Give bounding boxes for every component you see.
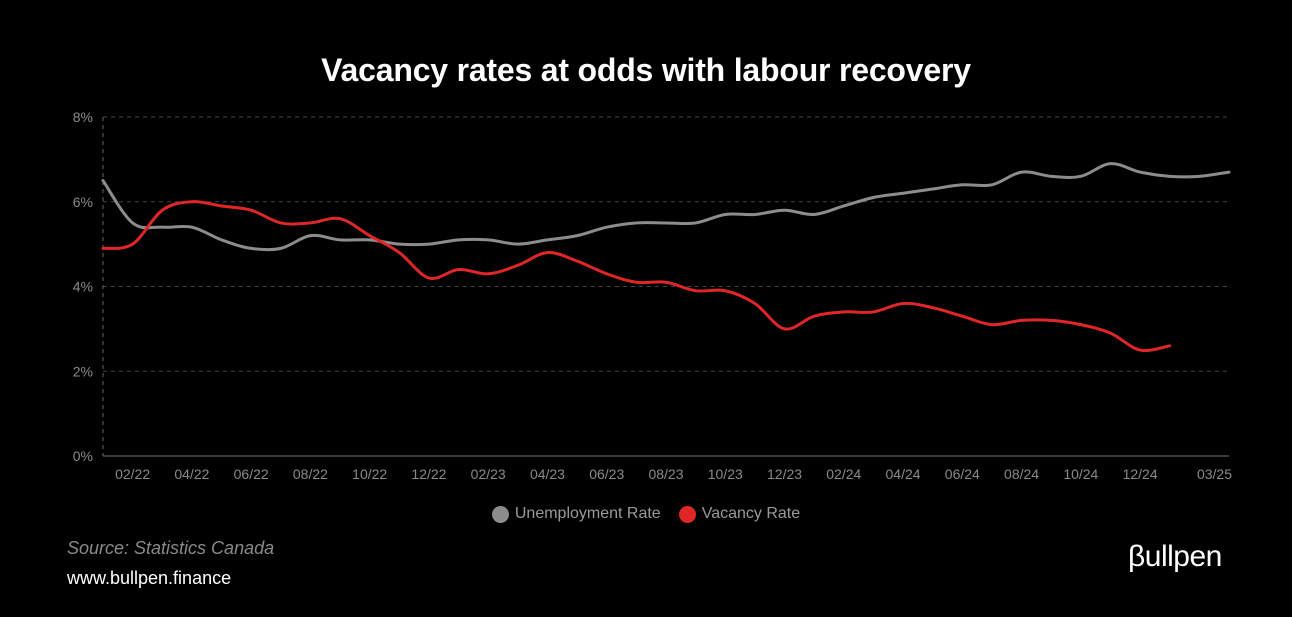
x-tick-label: 08/22 xyxy=(293,466,328,482)
chart-title: Vacancy rates at odds with labour recove… xyxy=(321,52,971,88)
chart-legend: Unemployment Rate Vacancy Rate xyxy=(0,505,1292,523)
legend-label-unemployment: Unemployment Rate xyxy=(514,505,661,522)
x-tick-label: 08/24 xyxy=(1004,466,1039,482)
unemployment-rate-line xyxy=(101,162,1231,252)
x-tick-label: 04/24 xyxy=(886,466,921,482)
legend-marker-vacancy xyxy=(678,505,696,523)
x-tick-label: 10/22 xyxy=(352,466,387,482)
x-tick-label: 02/23 xyxy=(471,466,506,482)
y-tick-label: 8% xyxy=(73,109,93,125)
legend-item-unemployment[interactable]: Unemployment Rate xyxy=(491,505,661,523)
y-tick-label: 2% xyxy=(73,363,93,379)
y-tick-label: 4% xyxy=(73,279,93,295)
x-tick-label: 12/24 xyxy=(1123,466,1158,482)
legend-label-vacancy: Vacancy Rate xyxy=(701,505,801,522)
x-tick-label: 06/22 xyxy=(234,466,269,482)
x-tick-label: 10/23 xyxy=(708,466,743,482)
website-link[interactable]: www.bullpen.finance xyxy=(67,568,232,588)
legend-item-vacancy[interactable]: Vacancy Rate xyxy=(678,505,801,523)
x-tick-label: 06/24 xyxy=(945,466,980,482)
x-tick-label: 08/23 xyxy=(648,466,683,482)
x-tick-label: 12/23 xyxy=(767,466,802,482)
source-note: Source: Statistics Canada xyxy=(67,538,275,558)
y-tick-label: 0% xyxy=(73,448,93,464)
brand-logo: βullpen xyxy=(1128,540,1222,573)
x-tick-label: 02/24 xyxy=(826,466,861,482)
x-tick-label: 12/22 xyxy=(411,466,446,482)
x-tick-label: 04/22 xyxy=(174,466,209,482)
x-tick-label: 06/23 xyxy=(589,466,624,482)
x-tick-label: 03/25 xyxy=(1197,466,1232,482)
legend-marker-unemployment xyxy=(491,505,509,523)
vacancy-rate-line xyxy=(101,200,1172,353)
y-tick-label: 6% xyxy=(73,194,93,210)
x-tick-label: 10/24 xyxy=(1063,466,1098,482)
x-tick-label: 02/22 xyxy=(115,466,150,482)
x-tick-label: 04/23 xyxy=(530,466,565,482)
